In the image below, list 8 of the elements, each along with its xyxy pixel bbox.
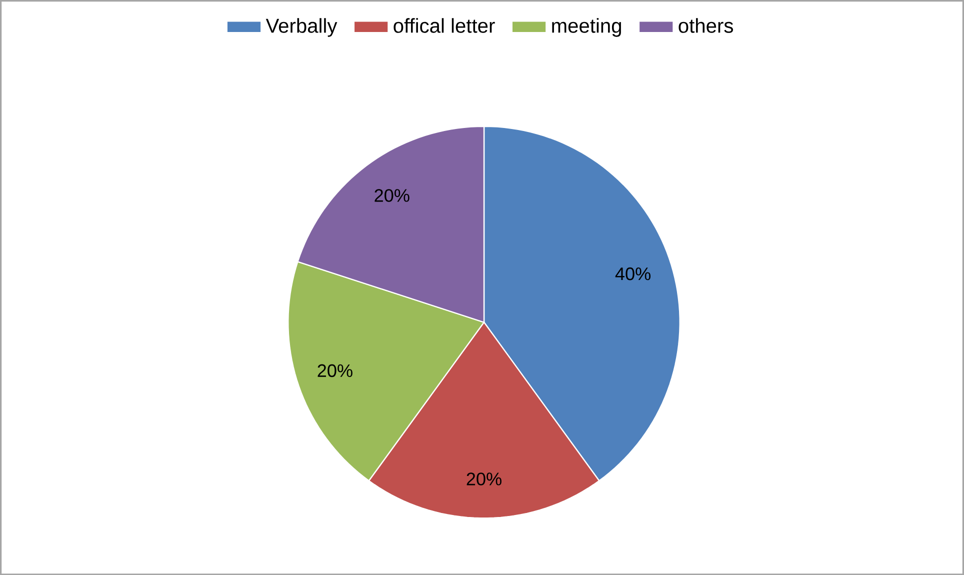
- data-label: 20%: [374, 188, 410, 202]
- data-label: 20%: [318, 364, 352, 377]
- legend-label: offical letter: [394, 18, 495, 33]
- legend-label: meeting: [552, 18, 622, 37]
- legend-label: Verbally: [266, 18, 338, 37]
- data-label: 40%: [615, 267, 651, 280]
- legend-label: others: [678, 18, 734, 33]
- data-label: 20%: [466, 472, 502, 486]
